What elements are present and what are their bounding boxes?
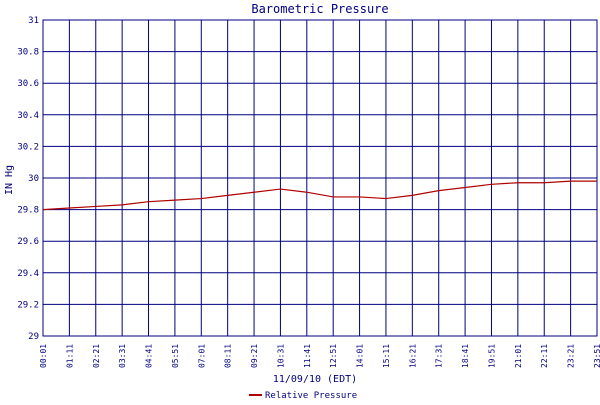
x-tick-label: 16:21 [408, 344, 417, 368]
x-tick-label: 14:01 [356, 344, 365, 368]
x-tick-label: 09:21 [250, 344, 259, 368]
y-tick-label: 29 [28, 332, 39, 342]
x-tick-label: 04:41 [145, 344, 154, 368]
x-tick-labels: 00:01 01:11 02:21 03:31 04:41 05:51 07:01 08:11… [39, 344, 600, 368]
x-tick-label: 22:11 [540, 344, 549, 368]
y-tick-labels: 29 29.2 29.4 29.6 29.8 30 30.2 30.4 30.6 30.8 31 [17, 16, 39, 342]
x-tick-label: 19:51 [487, 344, 496, 368]
y-tick-label: 30.8 [17, 48, 39, 58]
series-line-relative-pressure [42, 180, 597, 211]
legend-label: Relative Pressure [265, 391, 357, 400]
chart-title: Barometric Pressure [251, 2, 388, 16]
x-tick-label: 08:11 [224, 344, 233, 368]
x-axis-label: 11/09/10 (EDT) [273, 374, 357, 385]
x-tick-label: 21:01 [514, 344, 523, 368]
x-tick-label: 03:31 [118, 344, 127, 368]
x-tick-label: 01:11 [65, 344, 74, 368]
x-tick-label: 23:51 [593, 344, 600, 368]
y-axis-label: IN Hg [4, 165, 15, 195]
y-tick-label: 29.8 [17, 206, 39, 216]
x-tick-label: 23:21 [567, 344, 576, 368]
y-tick-label: 30 [28, 174, 39, 184]
y-tick-label: 30.6 [17, 79, 39, 89]
y-tick-label: 30.4 [17, 111, 39, 121]
x-tick-label: 07:01 [197, 344, 206, 368]
x-tick-label: 15:11 [382, 344, 391, 368]
y-tick-label: 29.4 [17, 269, 39, 279]
legend: Relative Pressure [249, 391, 357, 401]
x-tick-label: 00:01 [39, 344, 48, 368]
x-tick-label: 12:51 [329, 344, 338, 368]
y-tick-label: 29.2 [17, 300, 39, 310]
grid-lines [42, 19, 598, 337]
x-tick-label: 05:51 [171, 344, 180, 368]
x-tick-label: 18:41 [461, 344, 470, 368]
y-tick-label: 29.6 [17, 237, 39, 247]
x-tick-label: 02:21 [92, 344, 101, 368]
x-tick-label: 17:31 [435, 344, 444, 368]
x-tick-label: 11:41 [303, 344, 312, 368]
y-tick-label: 30.2 [17, 142, 39, 152]
y-tick-label: 31 [28, 16, 39, 26]
x-tick-label: 10:31 [276, 344, 285, 368]
